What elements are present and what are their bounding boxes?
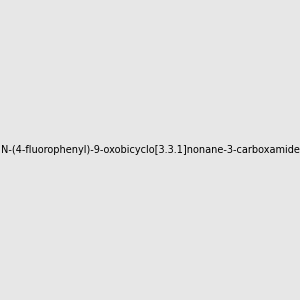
Text: N-(4-fluorophenyl)-9-oxobicyclo[3.3.1]nonane-3-carboxamide: N-(4-fluorophenyl)-9-oxobicyclo[3.3.1]no… xyxy=(1,145,299,155)
